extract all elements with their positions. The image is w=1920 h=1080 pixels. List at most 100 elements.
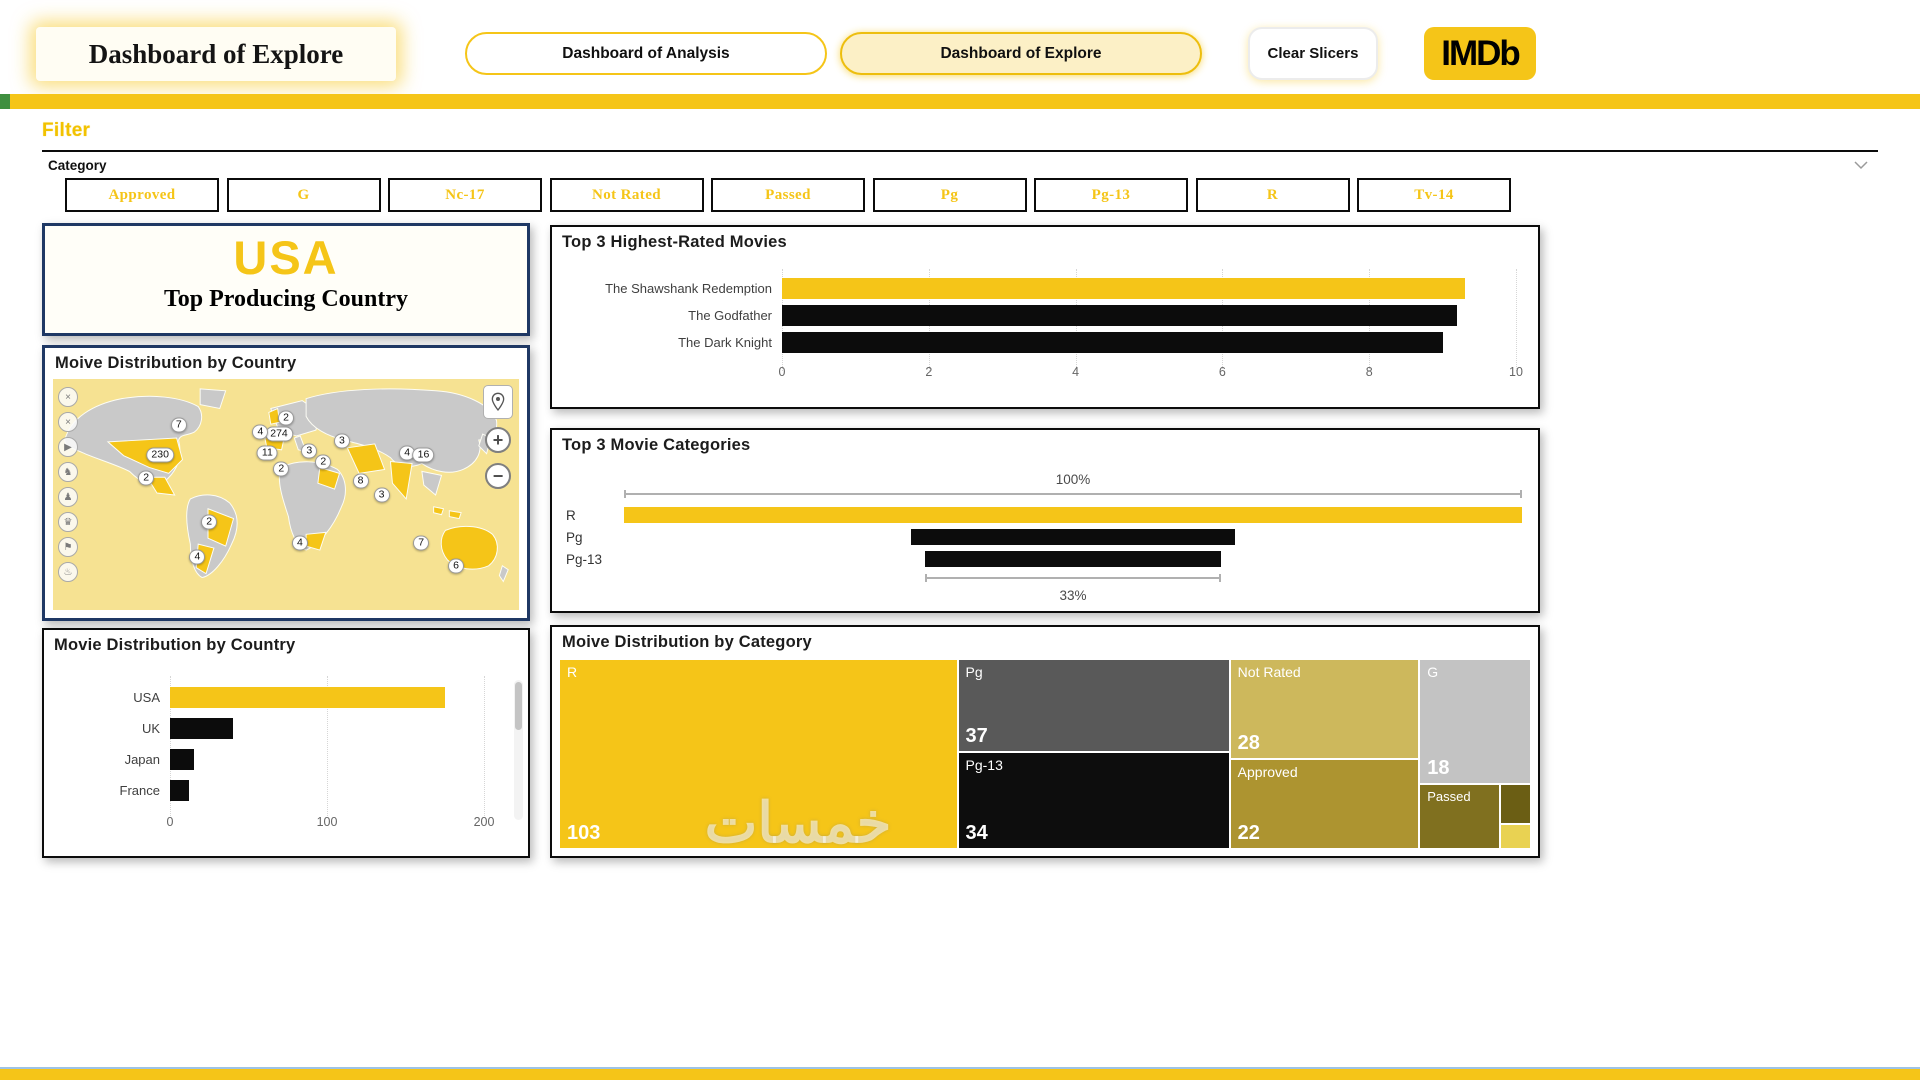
treemap-label: Pg <box>965 664 983 680</box>
map-bubble[interactable]: 8 <box>352 473 369 489</box>
map-layer-icon[interactable]: ♟ <box>58 487 78 507</box>
map-bubble[interactable]: 11 <box>256 445 278 461</box>
category-label: The Shawshank Redemption <box>605 281 772 296</box>
funnel-bar-r[interactable] <box>624 507 1522 523</box>
map-bubble[interactable]: 3 <box>333 433 350 449</box>
bracket-line <box>624 490 1522 498</box>
category-label: The Dark Knight <box>678 335 772 350</box>
treemap-node-pg[interactable]: Pg 37 <box>957 659 1230 753</box>
slicer-r[interactable]: R <box>1195 178 1350 212</box>
map-layer-icon[interactable]: ▶ <box>58 437 78 457</box>
bar-row: The Dark Knight <box>564 329 1516 356</box>
tab-dashboard-of-analysis[interactable]: Dashboard of Analysis <box>465 32 827 75</box>
axis-tick-label: 100 <box>316 815 338 829</box>
map-locate-button[interactable] <box>483 385 513 419</box>
bar-row: Japan <box>54 744 484 775</box>
map-bubble[interactable]: 6 <box>448 558 465 574</box>
bar-japan[interactable] <box>170 749 194 770</box>
chevron-down-icon[interactable] <box>1854 157 1868 175</box>
treemap-label: G <box>1427 664 1439 680</box>
treemap-value: 28 <box>1237 731 1260 754</box>
treemap-node-g[interactable]: G 18 <box>1419 659 1531 785</box>
treemap-label: Pg-13 <box>965 757 1003 774</box>
map-bubble[interactable]: 4 <box>189 549 206 565</box>
category-label: USA <box>133 690 160 705</box>
map-bubble[interactable]: 16 <box>412 447 435 463</box>
map-layer-icon[interactable]: ♞ <box>58 462 78 482</box>
category-label: UK <box>141 721 160 736</box>
funnel-row: Pg-13 <box>562 548 1522 570</box>
bar-france[interactable] <box>170 780 189 801</box>
map-bubble[interactable]: 2 <box>138 470 155 486</box>
map-bubble[interactable]: 4 <box>252 424 269 440</box>
funnel-chart: 100% R Pg Pg-13 33% <box>562 472 1522 607</box>
treemap-value: 34 <box>965 821 988 844</box>
treemap-node-passed[interactable]: Passed <box>1419 784 1500 849</box>
chart-scrollbar[interactable] <box>514 680 523 820</box>
treemap-node-approved[interactable]: Approved 22 <box>1229 758 1420 849</box>
treemap-value: 22 <box>1237 822 1260 844</box>
slicer-nc17[interactable]: Nc-17 <box>388 178 542 212</box>
funnel-bar-pg13[interactable] <box>924 551 1222 567</box>
tab-dashboard-of-explore[interactable]: Dashboard of Explore <box>840 32 1202 75</box>
map-zoom-out-button[interactable]: − <box>485 463 511 489</box>
map-bubble[interactable]: 274 <box>265 426 293 442</box>
slicer-pg13[interactable]: Pg-13 <box>1034 178 1188 212</box>
chart-title: Top 3 Highest-Rated Movies <box>562 233 787 251</box>
treemap-node-small-1[interactable] <box>1499 784 1531 825</box>
filter-section-label: Filter <box>42 120 91 141</box>
map-bubble[interactable]: 2 <box>315 454 332 470</box>
axis-tick-label: 8 <box>1365 365 1373 379</box>
map-bubble[interactable]: 230 <box>146 447 174 463</box>
category-dropdown-label: Category <box>48 158 107 173</box>
map-bubble[interactable]: 2 <box>201 514 218 530</box>
gridline <box>327 676 328 816</box>
category-label: France <box>119 783 160 798</box>
treemap-label: R <box>567 664 578 680</box>
axis-tick-label: 0 <box>778 365 786 379</box>
map-layer-icon[interactable]: × <box>58 412 78 432</box>
map-zoom-in-button[interactable]: + <box>485 427 511 453</box>
map-bubble[interactable]: 2 <box>273 461 290 477</box>
treemap-node-not-rated[interactable]: Not Rated 28 <box>1229 659 1420 759</box>
bar-dark-knight[interactable] <box>782 332 1443 353</box>
map-layer-icon[interactable]: ♨ <box>58 562 78 582</box>
bar-row: France <box>54 775 484 806</box>
treemap-node-small-2[interactable] <box>1499 824 1531 849</box>
divider-stripe-top <box>0 94 1920 109</box>
category-label: Japan <box>124 752 160 767</box>
bar-shawshank[interactable] <box>782 278 1465 299</box>
top-3-movie-categories-card: Top 3 Movie Categories 100% R Pg Pg-13 3… <box>550 428 1540 613</box>
slicer-not-rated[interactable]: Not Rated <box>549 178 704 212</box>
slicer-g[interactable]: G <box>226 178 381 212</box>
bar-uk[interactable] <box>170 718 233 739</box>
treemap-node-r[interactable]: R 103 <box>559 659 958 849</box>
gridline <box>484 676 485 816</box>
map-layer-icon[interactable]: ♛ <box>58 512 78 532</box>
category-dropdown[interactable]: Category <box>42 150 1878 176</box>
location-pin-icon <box>491 392 505 412</box>
slicer-approved[interactable]: Approved <box>65 178 219 212</box>
category-slicer-row: Approved G Nc-17 Not Rated Passed Pg Pg-… <box>65 178 1511 212</box>
map-bubble[interactable]: 3 <box>301 443 318 459</box>
clear-slicers-button[interactable]: Clear Slicers <box>1248 27 1378 80</box>
map-bubble[interactable]: 4 <box>291 535 308 551</box>
funnel-bar-pg[interactable] <box>911 529 1235 545</box>
treemap: R 103 Pg 37 Pg-13 34 Not Rated 28 Approv… <box>559 659 1531 849</box>
map-bubble[interactable]: 7 <box>170 417 187 433</box>
treemap-node-pg13[interactable]: Pg-13 34 <box>957 752 1230 849</box>
bar-usa[interactable] <box>170 687 445 708</box>
scrollbar-thumb[interactable] <box>515 682 522 730</box>
category-label: The Godfather <box>688 308 772 323</box>
bar-row: The Shawshank Redemption <box>564 275 1516 302</box>
map-bubble[interactable]: 2 <box>278 410 294 426</box>
world-map[interactable]: 7 230 2 2 274 4 11 2 3 3 2 8 3 4 16 2 4 … <box>53 379 519 610</box>
bar-godfather[interactable] <box>782 305 1458 326</box>
map-layer-icon[interactable]: ⚑ <box>58 537 78 557</box>
map-layer-icon[interactable]: × <box>58 387 78 407</box>
slicer-tv14[interactable]: Tv-14 <box>1357 178 1511 212</box>
map-bubble[interactable]: 7 <box>413 535 430 551</box>
slicer-passed[interactable]: Passed <box>711 178 865 212</box>
map-bubble[interactable]: 3 <box>373 487 390 502</box>
slicer-pg[interactable]: Pg <box>872 178 1027 212</box>
